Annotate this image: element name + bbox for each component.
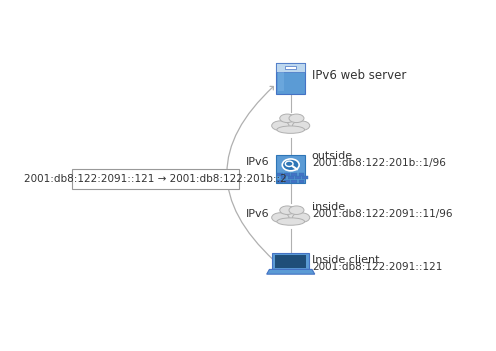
Ellipse shape	[277, 126, 305, 133]
Bar	[302, 177, 308, 179]
Bar	[299, 173, 305, 176]
Ellipse shape	[293, 213, 310, 223]
Text: Inside client: Inside client	[312, 255, 379, 265]
Ellipse shape	[280, 114, 295, 122]
Text: 2001:db8:122:2091::121 → 2001:db8:122:201b::2: 2001:db8:122:2091::121 → 2001:db8:122:20…	[24, 174, 287, 184]
Ellipse shape	[272, 121, 289, 131]
Text: 2001:db8:122:201b::1/96: 2001:db8:122:201b::1/96	[312, 158, 446, 168]
Bar	[292, 180, 297, 183]
Bar	[281, 177, 286, 179]
FancyBboxPatch shape	[272, 253, 309, 270]
Bar	[285, 66, 296, 69]
Bar	[299, 180, 305, 183]
FancyBboxPatch shape	[276, 155, 305, 183]
Ellipse shape	[272, 213, 289, 223]
Ellipse shape	[289, 114, 304, 122]
Ellipse shape	[293, 121, 310, 131]
Circle shape	[282, 159, 299, 171]
FancyBboxPatch shape	[276, 63, 305, 94]
Text: IPv6: IPv6	[246, 209, 270, 219]
Bar	[288, 177, 294, 179]
Text: outside: outside	[312, 151, 353, 161]
FancyBboxPatch shape	[71, 169, 239, 190]
Ellipse shape	[277, 218, 305, 225]
Text: 2001:db8:122:2091::11/96: 2001:db8:122:2091::11/96	[312, 209, 452, 219]
FancyArrowPatch shape	[227, 86, 274, 260]
Text: IPv6: IPv6	[246, 157, 270, 167]
Ellipse shape	[289, 206, 304, 214]
Bar	[277, 173, 283, 176]
Polygon shape	[267, 270, 315, 274]
Text: IPv6 web server: IPv6 web server	[312, 69, 406, 82]
Text: inside: inside	[312, 202, 345, 212]
Ellipse shape	[280, 117, 301, 129]
Text: 2001:db8:122:2091::121: 2001:db8:122:2091::121	[312, 262, 442, 272]
FancyBboxPatch shape	[276, 63, 305, 72]
Bar	[284, 180, 290, 183]
Ellipse shape	[280, 206, 295, 214]
Ellipse shape	[280, 208, 301, 221]
Polygon shape	[278, 72, 284, 92]
Bar	[275, 255, 307, 267]
Bar	[284, 173, 290, 176]
Bar	[277, 180, 283, 183]
Bar	[292, 173, 297, 176]
Bar	[295, 177, 301, 179]
